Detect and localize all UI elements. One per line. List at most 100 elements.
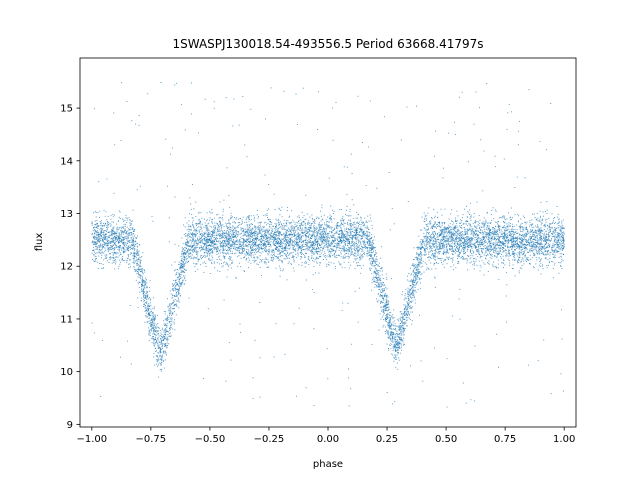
data-point xyxy=(246,257,248,259)
data-point xyxy=(229,258,231,260)
data-point xyxy=(480,238,482,240)
data-point xyxy=(237,250,239,252)
data-point xyxy=(536,227,538,228)
data-point xyxy=(357,252,359,254)
data-point xyxy=(411,292,413,294)
data-point xyxy=(354,223,356,225)
data-point xyxy=(306,244,308,246)
data-point xyxy=(530,243,532,245)
data-point xyxy=(362,231,364,233)
data-point xyxy=(265,261,267,263)
data-point xyxy=(319,236,321,238)
data-point xyxy=(320,220,322,222)
data-point xyxy=(247,261,249,263)
data-point xyxy=(450,248,452,250)
data-point xyxy=(467,240,469,242)
data-point xyxy=(216,244,218,246)
data-point xyxy=(109,256,111,258)
data-point xyxy=(137,242,138,244)
data-point xyxy=(360,258,362,260)
data-point xyxy=(443,230,445,232)
data-point xyxy=(263,261,265,262)
data-point xyxy=(339,264,341,266)
data-point xyxy=(123,220,124,222)
data-point xyxy=(203,226,205,228)
data-point xyxy=(168,316,170,318)
data-point xyxy=(117,256,119,258)
data-point xyxy=(420,252,422,254)
data-point xyxy=(508,212,510,214)
data-point xyxy=(320,245,322,247)
data-point xyxy=(94,235,96,237)
data-point xyxy=(290,226,292,228)
data-point xyxy=(346,234,348,236)
data-point xyxy=(165,324,167,326)
data-point xyxy=(316,231,318,232)
data-point xyxy=(360,229,361,231)
data-point xyxy=(114,252,116,253)
data-point xyxy=(180,282,182,283)
data-point xyxy=(197,240,199,242)
data-point xyxy=(257,236,259,238)
data-point xyxy=(277,243,279,245)
data-point xyxy=(441,222,443,224)
data-point xyxy=(165,325,167,326)
data-point xyxy=(167,330,168,332)
data-point xyxy=(117,241,119,242)
data-point xyxy=(195,248,197,250)
data-point xyxy=(501,231,503,233)
data-point xyxy=(101,229,103,231)
data-point xyxy=(368,244,370,246)
data-point xyxy=(92,242,94,244)
data-point xyxy=(133,267,135,269)
data-point xyxy=(209,211,211,213)
data-point xyxy=(225,231,227,233)
data-point xyxy=(345,240,347,242)
data-point xyxy=(498,226,500,227)
data-point xyxy=(156,330,158,331)
data-point xyxy=(446,230,448,232)
data-point xyxy=(420,278,422,279)
data-point xyxy=(349,264,351,266)
data-point xyxy=(283,247,285,249)
data-point xyxy=(149,280,151,282)
data-point xyxy=(268,252,270,254)
data-point xyxy=(99,233,101,235)
data-point xyxy=(132,242,134,244)
data-point xyxy=(105,234,107,236)
data-point xyxy=(216,248,218,250)
data-point xyxy=(550,223,552,225)
data-point xyxy=(243,229,245,231)
data-point xyxy=(501,236,503,238)
data-point xyxy=(286,220,288,222)
data-point xyxy=(299,245,301,247)
data-point xyxy=(300,251,302,253)
data-point xyxy=(188,253,190,255)
data-point xyxy=(330,262,332,264)
data-point xyxy=(228,236,230,238)
data-point xyxy=(222,251,224,253)
data-point xyxy=(157,343,159,345)
data-point xyxy=(255,227,257,229)
data-point xyxy=(502,263,504,264)
data-point xyxy=(451,221,453,222)
data-point xyxy=(503,227,505,229)
data-point xyxy=(249,241,251,243)
data-point xyxy=(239,218,241,219)
data-point xyxy=(380,246,382,248)
data-point xyxy=(178,245,180,247)
data-point xyxy=(392,348,394,350)
data-point xyxy=(474,234,476,235)
data-point xyxy=(357,222,359,224)
data-point xyxy=(124,249,126,251)
data-point xyxy=(162,351,164,353)
data-point xyxy=(497,229,499,231)
data-point xyxy=(396,362,398,364)
data-point xyxy=(157,332,159,334)
data-point xyxy=(425,253,427,255)
data-point xyxy=(275,267,277,269)
data-point xyxy=(388,302,389,304)
data-point xyxy=(445,241,447,243)
data-point xyxy=(148,317,150,319)
data-point xyxy=(333,235,335,237)
